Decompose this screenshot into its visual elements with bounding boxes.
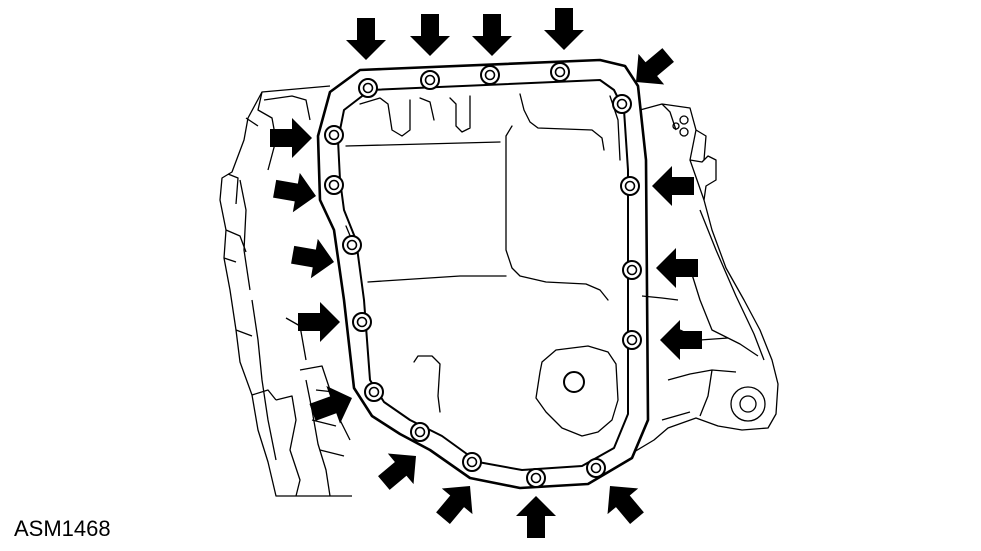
arrow-icon (472, 14, 512, 56)
arrow-icon (636, 48, 674, 85)
arrow-icon (291, 238, 334, 279)
arrow-icon (270, 118, 312, 158)
bolt-icon (324, 175, 344, 195)
bolt-icon (462, 452, 482, 472)
arrow-icon (656, 248, 698, 288)
bolt-icon (622, 260, 642, 280)
drain-plug (563, 371, 585, 393)
arrow-icon (378, 453, 416, 490)
bolt-icon (622, 330, 642, 350)
pan-bolts (324, 62, 642, 488)
bolt-icon (550, 62, 570, 82)
bolt-icon (612, 94, 632, 114)
bolt-icon (324, 125, 344, 145)
pan-flange-inner (337, 79, 629, 471)
arrow-icon (544, 8, 584, 50)
transmission-housing (219, 85, 779, 497)
pointer-arrows (270, 8, 702, 538)
bolt-icon (364, 382, 384, 402)
oil-pan (316, 58, 650, 490)
arrow-icon (298, 302, 340, 342)
bolt-icon (358, 78, 378, 98)
arrow-icon (607, 486, 644, 524)
bolt-icon (620, 176, 640, 196)
bolt-icon (352, 312, 372, 332)
bolt-icon (480, 65, 500, 85)
arrow-icon (436, 486, 473, 524)
figure-code: ASM1468 (14, 516, 111, 541)
arrow-icon (660, 320, 702, 360)
arrow-icon (516, 496, 556, 538)
arrow-icon (346, 18, 386, 60)
pan-flange-outer (316, 58, 650, 490)
bolt-icon (410, 422, 430, 442)
arrow-icon (273, 172, 316, 213)
bolt-icon (420, 70, 440, 90)
bolt-icon (586, 458, 606, 478)
arrow-icon (652, 166, 694, 206)
bolt-icon (342, 235, 362, 255)
bolt-icon (526, 468, 546, 488)
arrow-icon (410, 14, 450, 56)
arrow-icon (309, 386, 352, 424)
